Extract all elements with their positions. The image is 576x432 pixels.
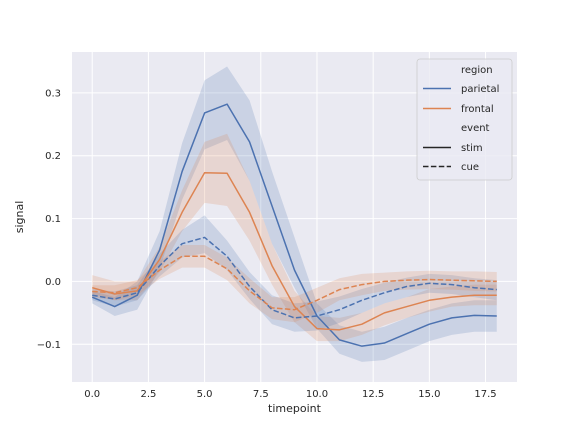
x-tick-label: 12.5 xyxy=(362,389,384,400)
y-tick-label: 0.0 xyxy=(45,277,61,288)
y-tick-label: −0.1 xyxy=(37,340,61,351)
x-tick-label: 7.5 xyxy=(253,389,269,400)
frontal-stim-line xyxy=(92,171,497,331)
legend-cue-label: cue xyxy=(461,162,479,173)
parietal-cue-line xyxy=(92,236,497,319)
frontal-cue-band xyxy=(92,244,497,323)
legend-style-title: event xyxy=(461,123,490,134)
y-tick-label: 0.3 xyxy=(45,88,61,99)
y-tick-label: 0.2 xyxy=(45,151,61,162)
x-tick-label: 17.5 xyxy=(474,389,496,400)
legend-stim-label: stim xyxy=(461,143,483,154)
y-tick-label: 0.1 xyxy=(45,214,61,225)
x-tick-label: 10.0 xyxy=(306,389,328,400)
x-axis-label: timepoint xyxy=(268,402,322,415)
x-tick-label: 2.5 xyxy=(140,389,156,400)
legend: region parietal frontal event stim cue xyxy=(416,58,513,181)
x-tick-label: 15.0 xyxy=(418,389,440,400)
legend-parietal-label: parietal xyxy=(461,84,499,95)
legend-hue-title: region xyxy=(461,65,493,76)
x-axis-ticks: 0.0 2.5 5.0 7.5 10.0 12.5 15.0 17.5 xyxy=(84,389,496,400)
series-lines xyxy=(91,103,497,347)
frontal-stim-band xyxy=(92,133,497,342)
legend-frontal-label: frontal xyxy=(461,104,494,115)
y-axis-ticks: −0.1 0.0 0.1 0.2 0.3 xyxy=(37,88,61,350)
frontal-cue-line xyxy=(92,255,497,311)
x-tick-label: 5.0 xyxy=(197,389,213,400)
parietal-cue-band xyxy=(92,215,497,332)
x-tick-label: 0.0 xyxy=(84,389,100,400)
parietal-stim-line xyxy=(91,103,497,347)
y-axis-label: signal xyxy=(13,201,26,234)
